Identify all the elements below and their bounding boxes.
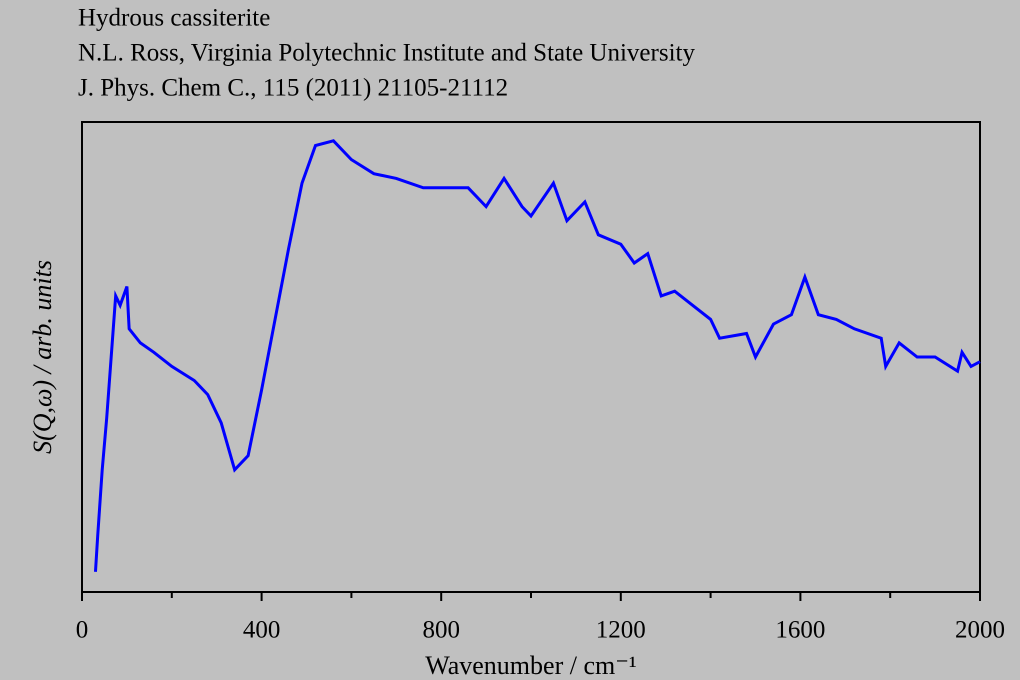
- x-tick-label: 1200: [596, 617, 646, 644]
- chart-title: Hydrous cassiterite: [78, 5, 270, 32]
- x-tick-label: 0: [76, 617, 89, 644]
- y-axis-label: S(Q,ω) / arb. units: [28, 260, 57, 454]
- annotation: J. Phys. Chem C., 115 (2011) 21105-21112: [78, 75, 508, 102]
- chart-subtitle: N.L. Ross, Virginia Polytechnic Institut…: [78, 40, 695, 67]
- x-tick-label: 1600: [775, 617, 825, 644]
- data-line: [93, 139, 981, 572]
- x-tick-label: 400: [243, 617, 281, 644]
- x-tick-label: 2000: [955, 617, 1005, 644]
- x-tick-label: 800: [422, 617, 460, 644]
- x-axis-label: Wavenumber / cm⁻¹: [425, 651, 636, 680]
- plot-frame: [81, 121, 981, 593]
